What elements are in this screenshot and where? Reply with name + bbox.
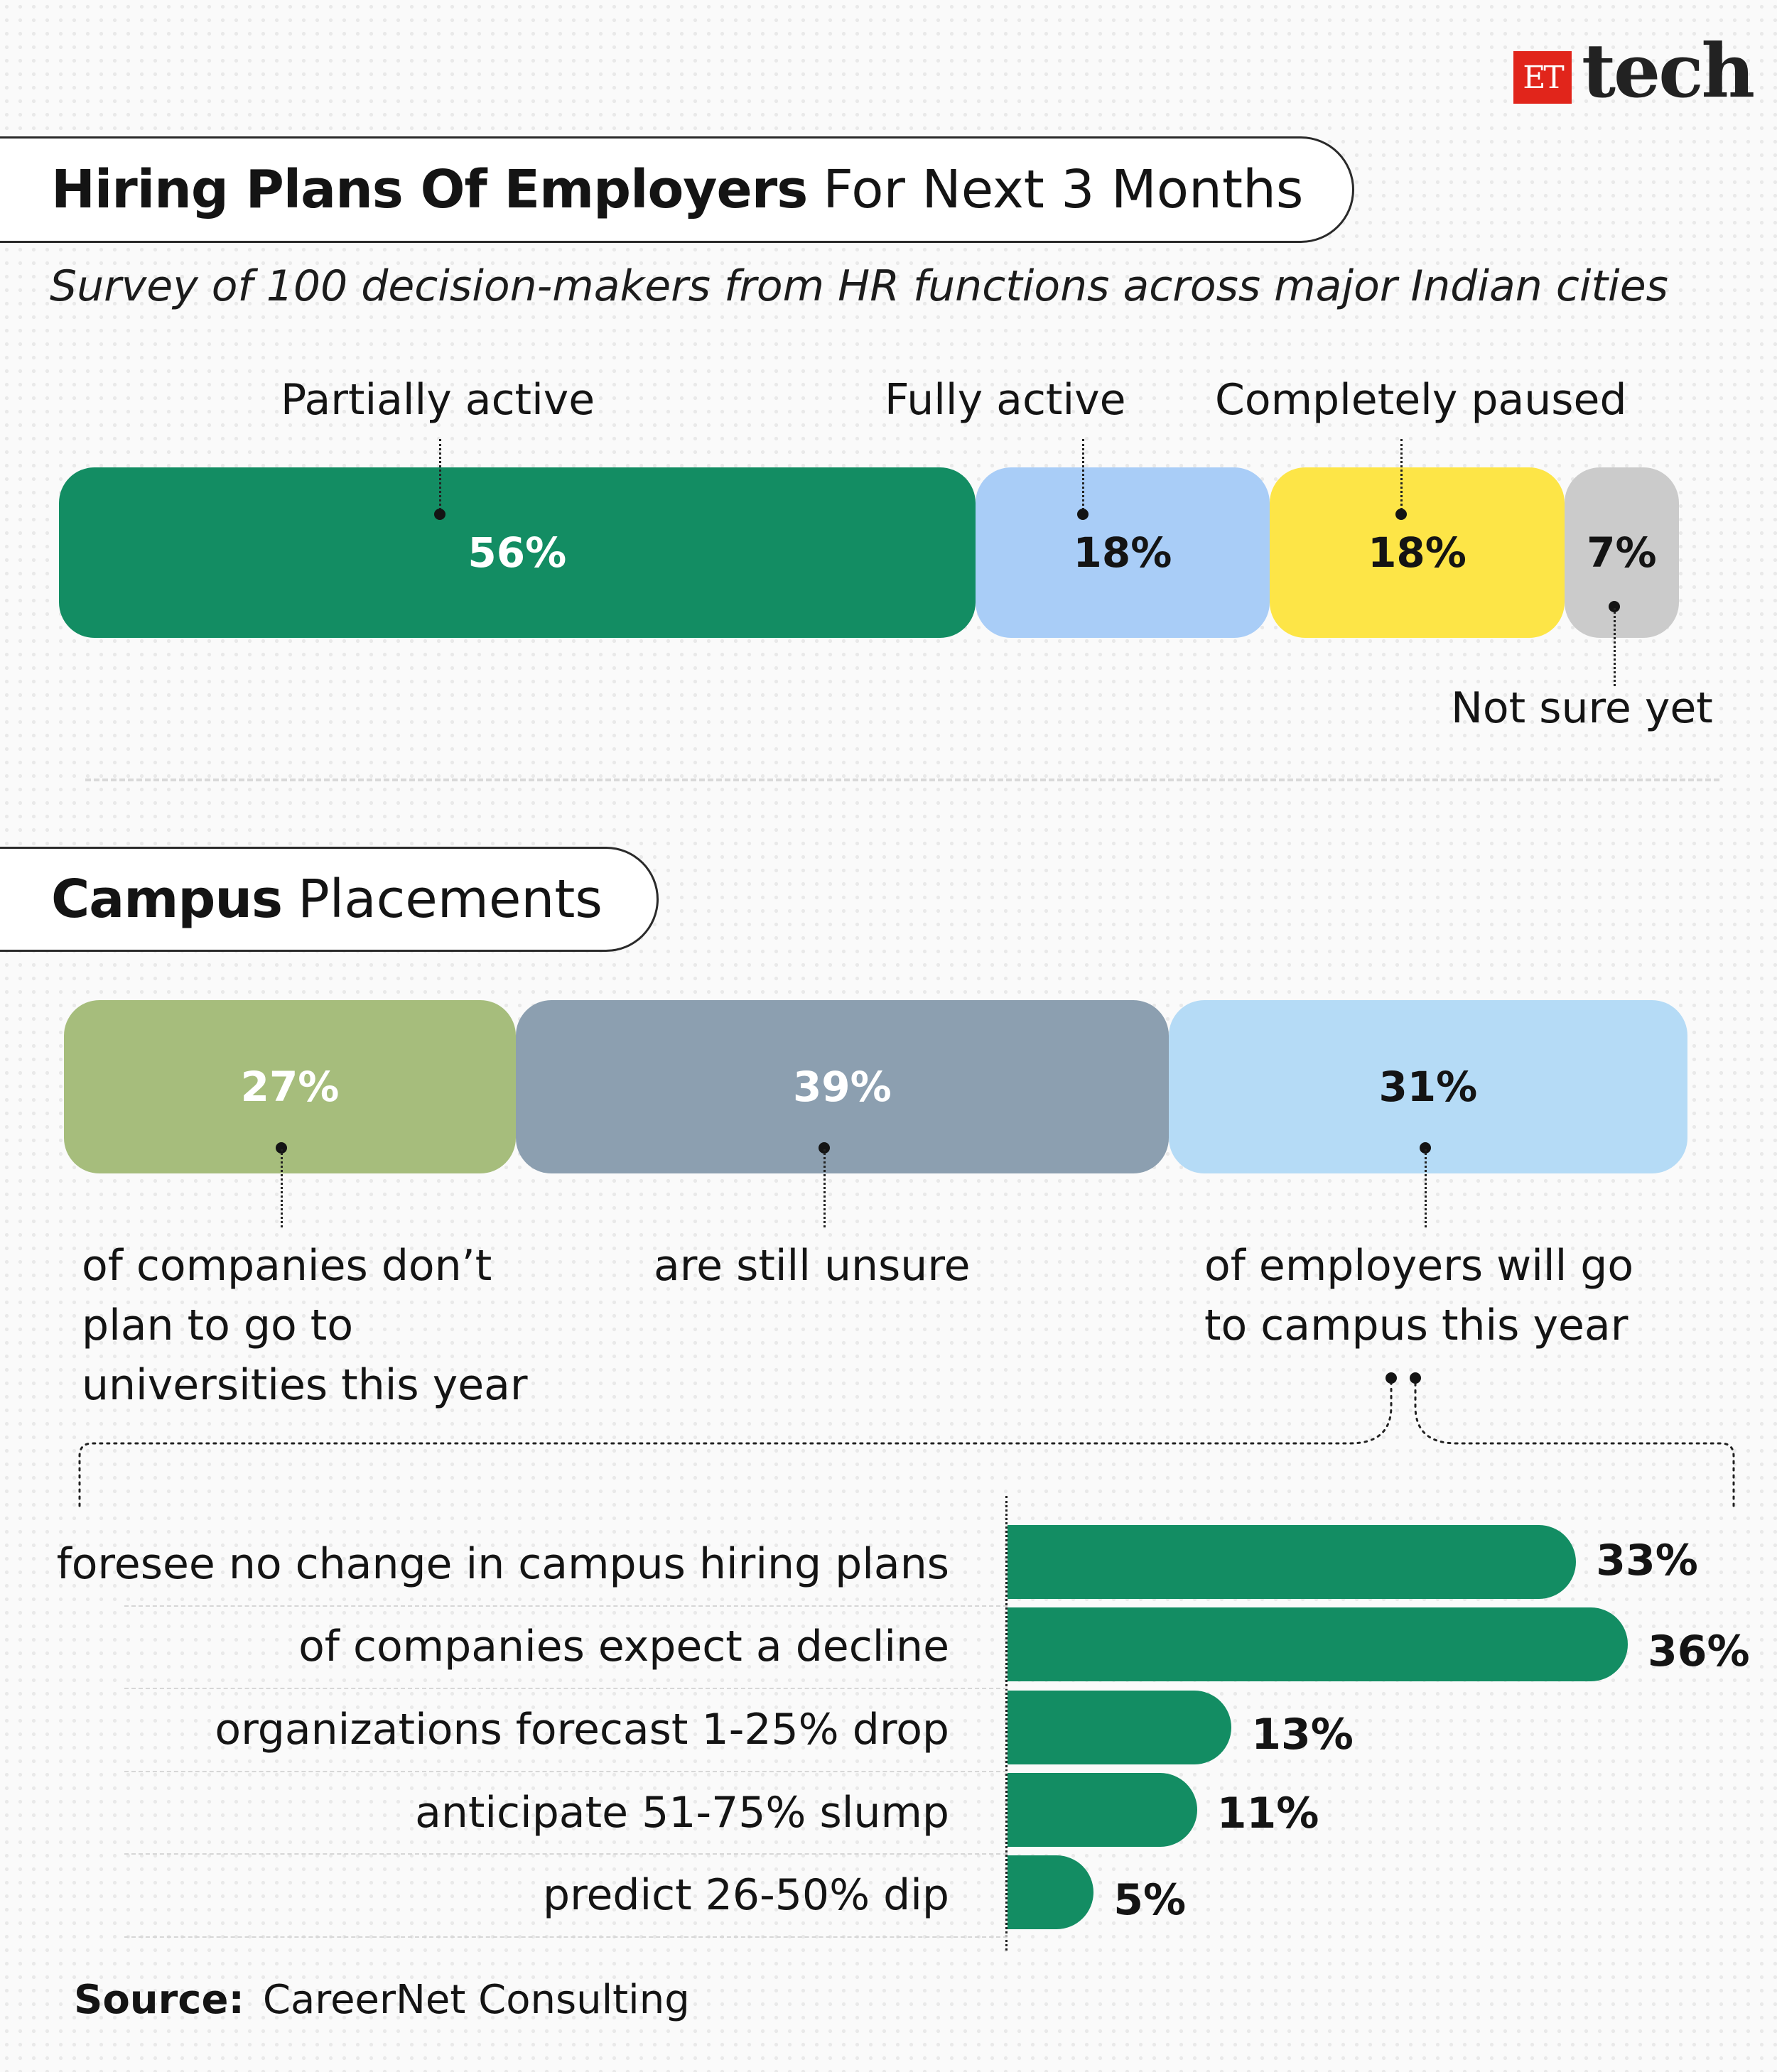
leader-line-not-sure-yet [1614,608,1616,686]
leader-dot-not-sure-yet [1609,601,1620,612]
chart-baseline [1005,1496,1008,1951]
description-line: of companies don’t [82,1241,492,1291]
survey-subtitle: Survey of 100 decision-makers from HR fu… [50,261,1668,311]
description-line: universities this year [82,1360,528,1410]
row-separator [124,1771,1008,1772]
hiring-plans-title-bold: Hiring Plans Of Employers [51,159,808,220]
description-line: are still unsure [654,1241,971,1291]
value-label-not-sure-yet: 7% [1587,528,1657,577]
bar-value-no-change: 33% [1596,1536,1698,1585]
source-text: CareerNet Consulting [262,1977,690,2023]
segment-no-campus-plans: 27% [64,1000,517,1173]
hiring-plans-title-light: For Next 3 Months [823,159,1304,220]
value-label-no-campus-plans: 27% [240,1063,340,1111]
bar-value-51-75-slump: 11% [1216,1789,1319,1838]
section-divider [85,779,1719,781]
leader-line-no-campus-plans [281,1149,283,1227]
leader-dot-will-go-to-campus [1420,1142,1431,1154]
value-label-will-go-to-campus: 31% [1378,1063,1478,1111]
campus-title-bold: Campus [51,869,283,930]
value-label-still-unsure: 39% [792,1063,892,1111]
row-label-expect-decline: of companies expect a decline [298,1622,949,1671]
bar-value-1-25-drop: 13% [1251,1710,1354,1759]
segment-completely-paused: 18% [1270,467,1565,638]
row-separator [124,1688,1008,1689]
category-label-fully-active: Fully active [885,375,1126,425]
leader-dot-still-unsure [819,1142,830,1154]
row-label-no-change: foresee no change in campus hiring plans [56,1539,949,1589]
segment-partially-active: 56% [59,467,976,638]
description-line: plan to go to [82,1301,354,1350]
tech-wordmark: tech [1582,27,1755,114]
value-label-completely-paused: 18% [1368,528,1467,577]
description-line: to campus this year [1204,1301,1629,1350]
leader-line-completely-paused [1400,439,1403,514]
brace-connector [78,1372,1735,1507]
et-logo-box: ET [1513,51,1572,104]
bar-expect-decline [1008,1607,1628,1681]
campus-placements-title: Campus Placements [0,847,659,952]
category-label-not-sure-yet: Not sure yet [1451,683,1713,733]
description-still-unsure: are still unsure [654,1236,971,1296]
description-no-campus-plans: of companies don’t plan to go to univers… [82,1236,528,1415]
bar-51-75-slump [1008,1773,1197,1847]
leader-line-still-unsure [823,1149,826,1227]
source-label: Source: [74,1977,244,2023]
value-label-fully-active: 18% [1073,528,1172,577]
bar-value-26-50-dip: 5% [1113,1875,1187,1925]
hiring-plans-title: Hiring Plans Of Employers For Next 3 Mon… [0,136,1354,243]
category-label-partially-active: Partially active [281,375,595,425]
row-separator [124,1605,1008,1607]
row-separator [124,1853,1008,1855]
leader-dot-no-campus-plans [276,1142,287,1154]
segment-still-unsure: 39% [516,1000,1169,1173]
category-label-completely-paused: Completely paused [1215,375,1627,425]
leader-dot-fully-active [1077,509,1089,520]
campus-title-light: Placements [298,869,603,930]
row-label-26-50-dip: predict 26-50% dip [543,1870,949,1920]
row-label-51-75-slump: anticipate 51-75% slump [415,1788,949,1838]
description-will-go-to-campus: of employers will go to campus this year [1204,1236,1633,1355]
bar-value-expect-decline: 36% [1648,1627,1750,1676]
bar-26-50-dip [1008,1855,1094,1929]
value-label-partially-active: 56% [468,528,567,577]
row-separator [124,1936,1008,1938]
segment-not-sure-yet: 7% [1564,467,1679,638]
source-credit: Source: CareerNet Consulting [74,1977,690,2023]
leader-line-fully-active [1082,439,1084,514]
description-line: of employers will go [1204,1241,1634,1291]
leader-dot-completely-paused [1395,509,1407,520]
bar-1-25-drop [1008,1691,1232,1764]
bar-no-change [1008,1525,1577,1599]
row-label-1-25-drop: organizations forecast 1-25% drop [215,1705,949,1754]
segment-fully-active: 18% [975,467,1270,638]
leader-line-will-go-to-campus [1425,1149,1427,1227]
leader-line-partially-active [439,439,441,514]
leader-dot-partially-active [434,509,445,520]
